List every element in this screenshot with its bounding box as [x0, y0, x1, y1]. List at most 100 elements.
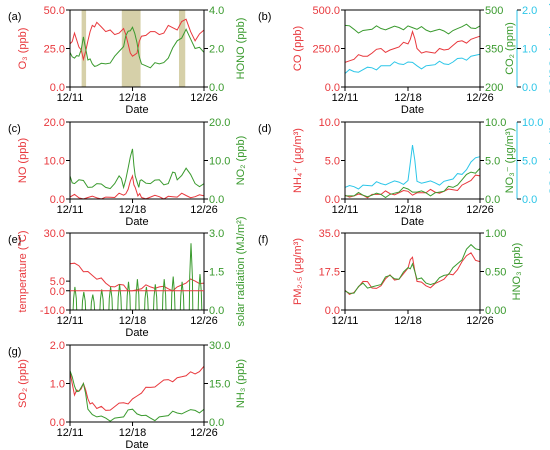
- y-tick-label-right2: 10.0: [522, 117, 543, 129]
- panel-b: (b) 12/11 12/18 12/26 Date 0.0 250.0 500.0 CO (p…: [258, 2, 550, 116]
- panel-a: (a) 12/11 12/18 12/26 Date 0.0 25.0 50.0 O₃ (ppb…: [8, 5, 247, 116]
- y-tick-label-right: 5.0: [485, 156, 500, 168]
- x-tick-label: 12/18: [119, 92, 147, 104]
- y-axis-title-right: HNO₃ (ppb): [511, 243, 523, 301]
- panel-label: (g): [8, 346, 21, 358]
- y-tick-label-right: 0.0: [485, 194, 500, 206]
- y-tick-label-left: 2.0: [50, 340, 65, 352]
- y-tick-label-right: 1.00: [485, 228, 506, 240]
- panel-label: (a): [8, 11, 21, 23]
- panel-label: (d): [258, 123, 271, 135]
- y-tick-label-left: 0.0: [50, 194, 65, 206]
- x-tick-label: 12/11: [57, 315, 84, 327]
- series-line-red: [344, 174, 481, 199]
- y-axis-title-left: PM₂.₅ (μg/m³): [292, 238, 304, 305]
- x-tick-label: 12/18: [394, 204, 422, 216]
- series-line-red: [69, 365, 205, 411]
- series-line-cyan: [344, 53, 481, 74]
- x-tick-label: 12/26: [466, 315, 494, 327]
- shaded-period: [121, 10, 141, 87]
- y-axis-title-right: HONO (ppb): [235, 18, 247, 80]
- x-tick-label: 12/11: [57, 204, 84, 216]
- y-tick-label-right: 30.0: [209, 340, 230, 352]
- panel-label: (e): [8, 234, 21, 246]
- y-tick-label-right: 15.0: [209, 379, 230, 391]
- x-axis-label: Date: [125, 439, 148, 450]
- x-tick-label: 12/26: [190, 315, 218, 327]
- series-line-red: [344, 29, 481, 63]
- series-line-green: [70, 243, 204, 311]
- y-tick-label-left: 35.0: [319, 228, 340, 240]
- x-tick-label: 12/11: [332, 92, 359, 104]
- series-line-red: [69, 174, 205, 200]
- y-tick-label-left: 0.0: [50, 417, 65, 429]
- y-tick-label-left: 0.0: [50, 286, 65, 298]
- y-axis-title-right2: SO₄²⁻ (μg/m³): [548, 126, 550, 195]
- x-axis-label: Date: [401, 104, 424, 116]
- x-tick-label: 12/26: [190, 204, 218, 216]
- x-tick-label: 12/11: [57, 92, 84, 104]
- y-tick-label-right: 500: [485, 5, 503, 17]
- panel-c: (c) 12/11 12/18 12/26 Date 0.0 10.0 20.0 NO (ppb…: [8, 117, 247, 228]
- x-tick-label: 12/18: [119, 204, 147, 216]
- y-axis-title-right: CO₂ (ppm): [504, 22, 516, 75]
- series-line-cyan: [344, 145, 481, 190]
- y-tick-label-right2: 2.0: [522, 5, 537, 17]
- x-tick-label: 12/26: [466, 92, 494, 104]
- y-tick-label-right: 0.0: [209, 194, 224, 206]
- y-axis-title-left: NH₄⁺ (μg/m³): [292, 128, 304, 193]
- y-axis-title-left: O₃ (ppb): [17, 28, 29, 70]
- x-tick-label: 12/26: [190, 427, 218, 439]
- plot-frame: [69, 344, 205, 423]
- y-tick-label-right2: 1.0: [522, 44, 537, 56]
- y-axis-title-left: SO₂ (ppb): [17, 359, 29, 408]
- y-tick-label-left: 0.0: [50, 82, 65, 94]
- y-tick-label-left: 10.0: [319, 117, 340, 129]
- y-axis-title-right: solar radiation (MJ/m²): [235, 216, 247, 326]
- x-tick-label: 12/11: [332, 315, 359, 327]
- x-tick-label: 12/11: [57, 427, 84, 439]
- y-tick-label-left: 25.0: [44, 44, 65, 56]
- panel-label: (c): [8, 123, 21, 135]
- series-line-green: [69, 148, 205, 190]
- x-tick-label: 12/18: [394, 315, 422, 327]
- x-axis-label: Date: [401, 216, 424, 228]
- y-tick-label-right: 10.0: [209, 156, 230, 168]
- x-axis-label: Date: [125, 216, 148, 228]
- y-tick-label-left: 0.0: [325, 82, 340, 94]
- x-tick-label: 12/18: [119, 315, 147, 327]
- series-line-green: [69, 26, 205, 69]
- y-tick-label-right: 0.50: [485, 267, 506, 279]
- panel-label: (b): [258, 11, 271, 23]
- y-axis-title-right: NO₂ (ppb): [235, 136, 247, 186]
- y-tick-label-right: 3.0: [209, 228, 224, 240]
- panel-e: (e)12/11 12/18 12/26Date-10.00.05.030.0tem…: [8, 216, 247, 339]
- y-tick-label-right: 20.0: [209, 117, 230, 129]
- series-line-green: [344, 243, 481, 294]
- x-tick-label: 12/18: [119, 427, 147, 439]
- x-tick-label: 12/18: [394, 92, 422, 104]
- y-tick-label-left: 30.0: [44, 228, 65, 240]
- y-tick-label-left: 5.0: [50, 276, 65, 288]
- x-axis-label: Date: [125, 327, 148, 339]
- y-axis-title-left: NO (ppb): [17, 138, 29, 183]
- y-tick-label-left: 5.0: [325, 156, 340, 168]
- series-line-green: [69, 370, 205, 422]
- y-tick-label-right: 2.0: [209, 44, 224, 56]
- plot-frame: [344, 232, 481, 311]
- panel-f: (f) 12/11 12/18 12/26 0.0 17.5 35.0 PM₂.₅ (μg/m…: [258, 228, 523, 327]
- x-axis-label: Date: [125, 104, 148, 116]
- y-tick-label-right: 0.00: [485, 305, 506, 317]
- y-tick-label-left: 20.0: [44, 117, 65, 129]
- y-axis-title-left: temperature (°C): [17, 230, 29, 312]
- y-tick-label-left: 50.0: [44, 5, 65, 17]
- y-tick-label-right: 350: [485, 44, 503, 56]
- shaded-period: [178, 10, 186, 87]
- y-tick-label-left: 250.0: [312, 44, 340, 56]
- x-tick-label: 12/11: [332, 204, 359, 216]
- y-tick-label-right: 200: [485, 82, 503, 94]
- y-tick-label-left: 500.0: [312, 5, 340, 17]
- series-line-red: [344, 252, 481, 295]
- y-axis-title-right: NH₃ (ppb): [235, 359, 247, 408]
